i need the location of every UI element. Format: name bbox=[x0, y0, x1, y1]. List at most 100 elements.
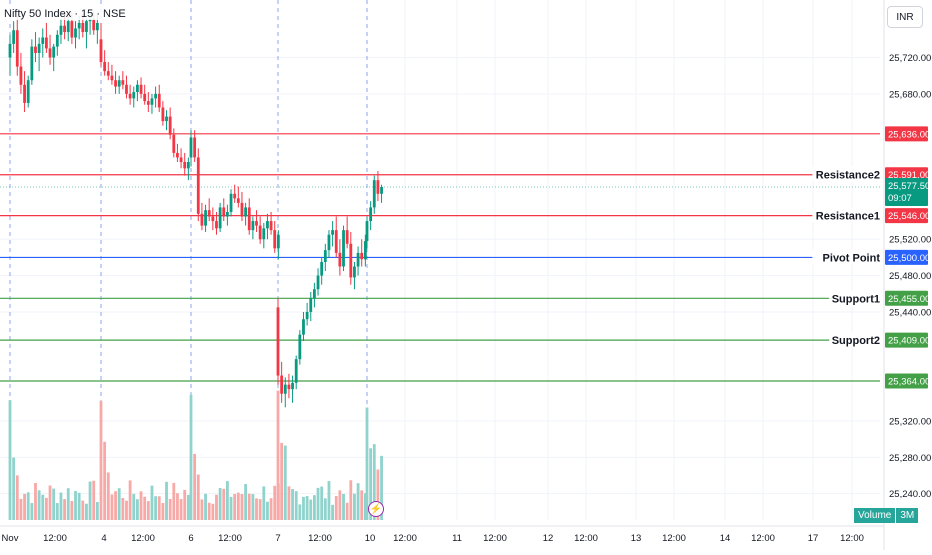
level-name-bg bbox=[812, 207, 880, 223]
time-tick-label: 13 bbox=[631, 533, 642, 544]
volume-bar bbox=[365, 407, 369, 520]
volume-bar bbox=[193, 453, 197, 520]
volume-bar bbox=[37, 490, 41, 520]
volume-indicator-label: Volume bbox=[854, 508, 896, 523]
volume-bar bbox=[291, 488, 294, 520]
time-tick-label: 4 bbox=[101, 533, 106, 544]
candle-body bbox=[103, 62, 107, 72]
volume-bar bbox=[266, 501, 269, 520]
level-name-label: Pivot Point bbox=[823, 252, 881, 264]
time-tick-label: 11 bbox=[452, 533, 462, 544]
time-tick-label: 12 bbox=[543, 533, 554, 544]
volume-bar bbox=[66, 488, 70, 520]
price-tick-label: 25,520.00 bbox=[889, 235, 931, 246]
candle-body bbox=[136, 84, 139, 93]
volume-bar bbox=[353, 493, 356, 520]
volume-bar bbox=[269, 498, 273, 520]
level-name-label: Support1 bbox=[832, 293, 880, 305]
price-tick-label: 25,480.00 bbox=[889, 271, 931, 282]
time-tick-label: 12:00 bbox=[131, 533, 155, 544]
level-price-badge bbox=[885, 332, 928, 348]
volume-indicator-badge[interactable]: Volume 3M bbox=[854, 508, 919, 523]
volume-bar bbox=[55, 503, 59, 520]
volume-indicator-value: 3M bbox=[896, 508, 919, 523]
volume-bar bbox=[207, 502, 211, 520]
volume-bar bbox=[240, 494, 244, 520]
time-tick-label: 12:00 bbox=[308, 533, 332, 544]
candle-body bbox=[266, 221, 269, 229]
candle-body bbox=[92, 19, 96, 31]
volume-bar bbox=[211, 503, 215, 520]
candle-body bbox=[139, 84, 143, 94]
candle-body bbox=[168, 116, 172, 135]
time-tick-label: 12:00 bbox=[393, 533, 417, 544]
volume-bar bbox=[95, 501, 99, 520]
candle-body bbox=[63, 25, 66, 33]
volume-bar bbox=[189, 394, 193, 520]
candle-body bbox=[309, 298, 313, 312]
candle-body bbox=[186, 162, 190, 169]
candle-body bbox=[247, 207, 251, 231]
volume-bar bbox=[30, 503, 34, 520]
level-price-badge bbox=[885, 249, 928, 265]
candle-body bbox=[327, 234, 331, 251]
candle-body bbox=[193, 137, 197, 158]
candle-body bbox=[85, 21, 88, 33]
level-price-badge bbox=[885, 373, 928, 389]
volume-bar bbox=[372, 444, 376, 520]
time-tick-label: 12:00 bbox=[483, 533, 507, 544]
volume-bar bbox=[59, 492, 63, 520]
candle-body bbox=[114, 80, 117, 87]
candle-body bbox=[363, 241, 367, 260]
volume-bar bbox=[376, 469, 380, 520]
volume-bar bbox=[356, 483, 360, 520]
volume-bar bbox=[204, 493, 207, 520]
candle-body bbox=[305, 311, 309, 320]
candle-body bbox=[30, 46, 34, 81]
volume-bar bbox=[287, 486, 291, 520]
countdown-label: 09:07 bbox=[888, 193, 912, 204]
symbol-title[interactable]: Nifty 50 Index · 15 · NSE bbox=[2, 8, 128, 20]
volume-bar bbox=[244, 484, 247, 520]
candle-body bbox=[34, 46, 37, 53]
candle-body bbox=[222, 207, 226, 217]
candle-body bbox=[172, 134, 176, 153]
volume-bar bbox=[19, 498, 23, 520]
time-tick-label: 10 bbox=[365, 533, 376, 544]
volume-bar bbox=[273, 485, 277, 520]
volume-bar bbox=[334, 496, 338, 520]
candle-body bbox=[77, 22, 81, 29]
currency-selector[interactable]: INR bbox=[887, 6, 923, 28]
level-price-badge bbox=[885, 208, 928, 224]
candle-body bbox=[110, 75, 114, 81]
candle-body bbox=[372, 180, 376, 208]
candle-body bbox=[66, 21, 70, 33]
time-tick-label: 6 bbox=[188, 533, 193, 544]
lightning-icon[interactable]: ⚡ bbox=[368, 501, 384, 517]
level-price-label: 25,591.00 bbox=[888, 170, 930, 181]
level-price-label: 25,364.00 bbox=[888, 377, 930, 388]
time-tick-label: 17 bbox=[808, 533, 819, 544]
level-price-label: 25,636.00 bbox=[888, 129, 930, 140]
volume-bar bbox=[338, 490, 342, 520]
level-name-bg bbox=[829, 332, 880, 348]
candle-body bbox=[255, 221, 258, 226]
volume-bar bbox=[157, 496, 161, 520]
volume-bar bbox=[165, 481, 168, 520]
volume-bar bbox=[106, 472, 110, 520]
candle-body bbox=[331, 230, 334, 235]
volume-bar bbox=[70, 501, 74, 520]
volume-bar bbox=[172, 482, 176, 520]
candle-body bbox=[320, 261, 324, 276]
volume-bar bbox=[63, 499, 66, 520]
candle-body bbox=[251, 221, 255, 231]
candle-body bbox=[273, 230, 277, 249]
candle-body bbox=[189, 137, 193, 158]
candle-body bbox=[161, 107, 165, 122]
candle-body bbox=[165, 116, 168, 122]
volume-bar bbox=[132, 493, 136, 520]
time-tick-label: 7 bbox=[275, 533, 280, 544]
candle-body bbox=[132, 92, 136, 99]
